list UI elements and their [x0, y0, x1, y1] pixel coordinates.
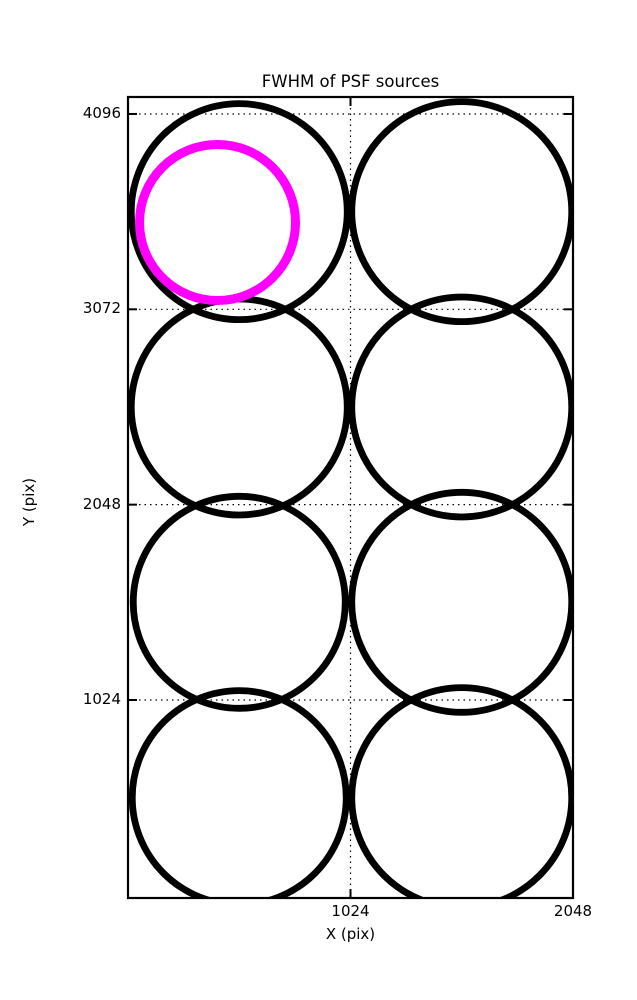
psf-source-markers	[128, 98, 573, 898]
psf-source-circle	[348, 98, 573, 326]
y-tick-label: 1024	[82, 689, 121, 708]
y-tick-label: 3072	[82, 299, 121, 318]
x-axis-label: X (pix)	[325, 925, 376, 943]
y-tick-label: 2048	[82, 494, 121, 513]
psf-source-circle	[129, 492, 349, 712]
psf-source-circle	[128, 295, 351, 519]
psf-source-circle	[348, 488, 573, 716]
psf-source-circle	[128, 100, 351, 324]
y-tick-label: 4096	[82, 103, 121, 122]
x-tick-label: 1024	[331, 902, 370, 920]
psf-source-circle	[348, 293, 573, 521]
axes-spines	[126, 95, 575, 900]
highlighted-psf-circle	[135, 140, 301, 306]
psf-source-circle	[348, 684, 573, 898]
x-tick-label: 2048	[553, 902, 593, 920]
chart-title: FWHM of PSF sources	[261, 72, 440, 91]
psf-source-circle	[128, 687, 350, 898]
